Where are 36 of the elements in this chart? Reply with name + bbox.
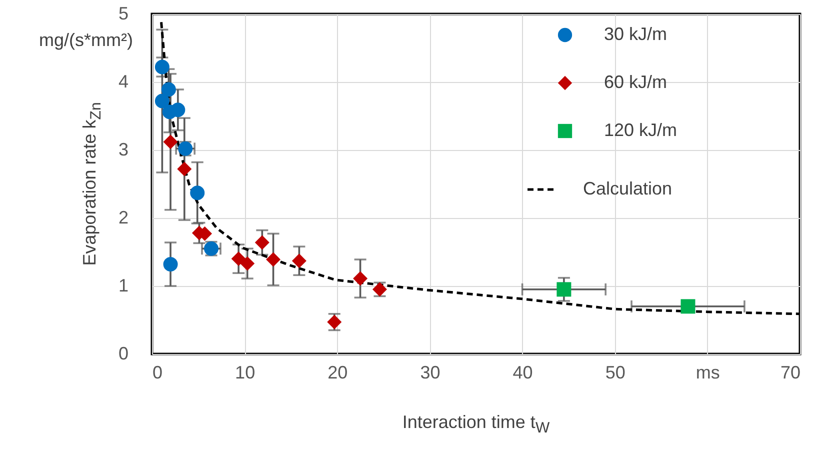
point bbox=[231, 252, 246, 266]
point bbox=[161, 82, 176, 97]
x-tick-label: 50 bbox=[605, 362, 626, 382]
point bbox=[266, 252, 281, 267]
point bbox=[556, 282, 572, 297]
x-axis-title: Interaction time t$_{W}$ bbox=[401, 412, 551, 437]
y-tick-label: 2 bbox=[118, 208, 128, 228]
point bbox=[177, 162, 192, 176]
point bbox=[292, 254, 306, 268]
point bbox=[154, 60, 170, 74]
y-tick-label: 0 bbox=[118, 344, 128, 364]
point bbox=[163, 134, 178, 150]
y-tick-label: 5 bbox=[118, 4, 128, 24]
y-tick-label: 1 bbox=[118, 276, 128, 296]
point bbox=[170, 102, 186, 118]
x-tick-label: 30 bbox=[420, 362, 440, 382]
text: mg/(s*mm²) bbox=[39, 30, 133, 51]
legend-label: 30 kJ/m bbox=[604, 24, 668, 44]
point bbox=[254, 235, 270, 250]
x-tick-label: ms bbox=[696, 362, 720, 382]
legend-label: 60 kJ/m bbox=[604, 72, 668, 92]
point bbox=[154, 94, 170, 108]
x-tick-label: 20 bbox=[328, 362, 348, 382]
legend-label: 120 kJ/m bbox=[604, 120, 678, 140]
x-tick-label: 0 bbox=[152, 362, 163, 382]
x-tick-label: 70 bbox=[780, 362, 800, 382]
x-tick-label: 10 bbox=[235, 362, 256, 382]
legend-label: Calculation bbox=[583, 178, 672, 198]
point bbox=[190, 186, 205, 200]
point bbox=[240, 256, 255, 271]
point bbox=[680, 299, 696, 314]
point bbox=[163, 257, 178, 272]
y-tick-label: 3 bbox=[118, 140, 128, 160]
x-tick-label: 40 bbox=[512, 362, 533, 382]
point bbox=[353, 271, 368, 286]
y-tick-label: 4 bbox=[118, 72, 128, 92]
